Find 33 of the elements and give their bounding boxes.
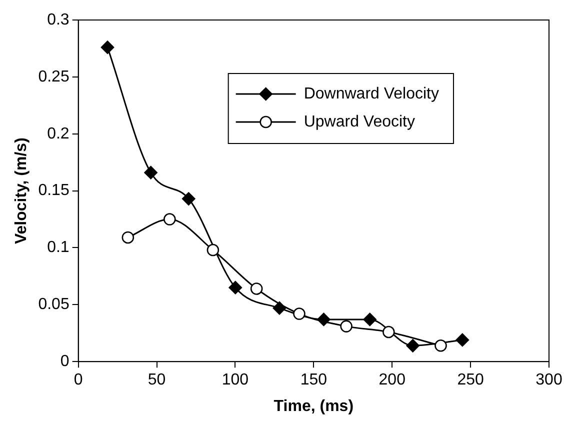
x-tick-label: 300: [536, 372, 562, 389]
point: [100, 40, 114, 54]
point: [228, 280, 242, 294]
point: [250, 282, 263, 295]
point: [340, 320, 352, 332]
point: [122, 231, 134, 244]
y-tick-label: 0.1: [47, 239, 70, 256]
x-tick-label: 200: [378, 372, 406, 389]
y-tick-label: 0.3: [47, 11, 70, 28]
point: [406, 339, 420, 352]
x-tick-label: 0: [74, 372, 83, 389]
y-axis-title: Velocity, (m/s): [13, 138, 30, 244]
y-tick-label: 0.25: [38, 68, 70, 86]
point: [182, 192, 196, 206]
y-tick-label: 0.15: [38, 182, 70, 200]
x-tick-label: 50: [148, 372, 166, 389]
point: [293, 308, 306, 320]
point: [382, 326, 395, 338]
legend-label: Downward Velocity: [304, 85, 439, 102]
point: [164, 213, 176, 226]
point: [434, 340, 447, 352]
point: [363, 312, 376, 326]
point: [144, 166, 158, 180]
x-tick-label: 100: [222, 372, 249, 389]
x-tick-label: 150: [300, 372, 328, 389]
y-tick-label: 0.05: [38, 296, 70, 314]
x-tick-label: 250: [457, 372, 484, 389]
point: [456, 333, 470, 347]
point: [206, 244, 220, 256]
legend-label: Upward Veocity: [304, 113, 415, 130]
x-axis-title: Time, (ms): [274, 398, 354, 415]
y-tick-label: 0: [60, 353, 70, 370]
y-tick-label: 0.2: [47, 125, 70, 142]
